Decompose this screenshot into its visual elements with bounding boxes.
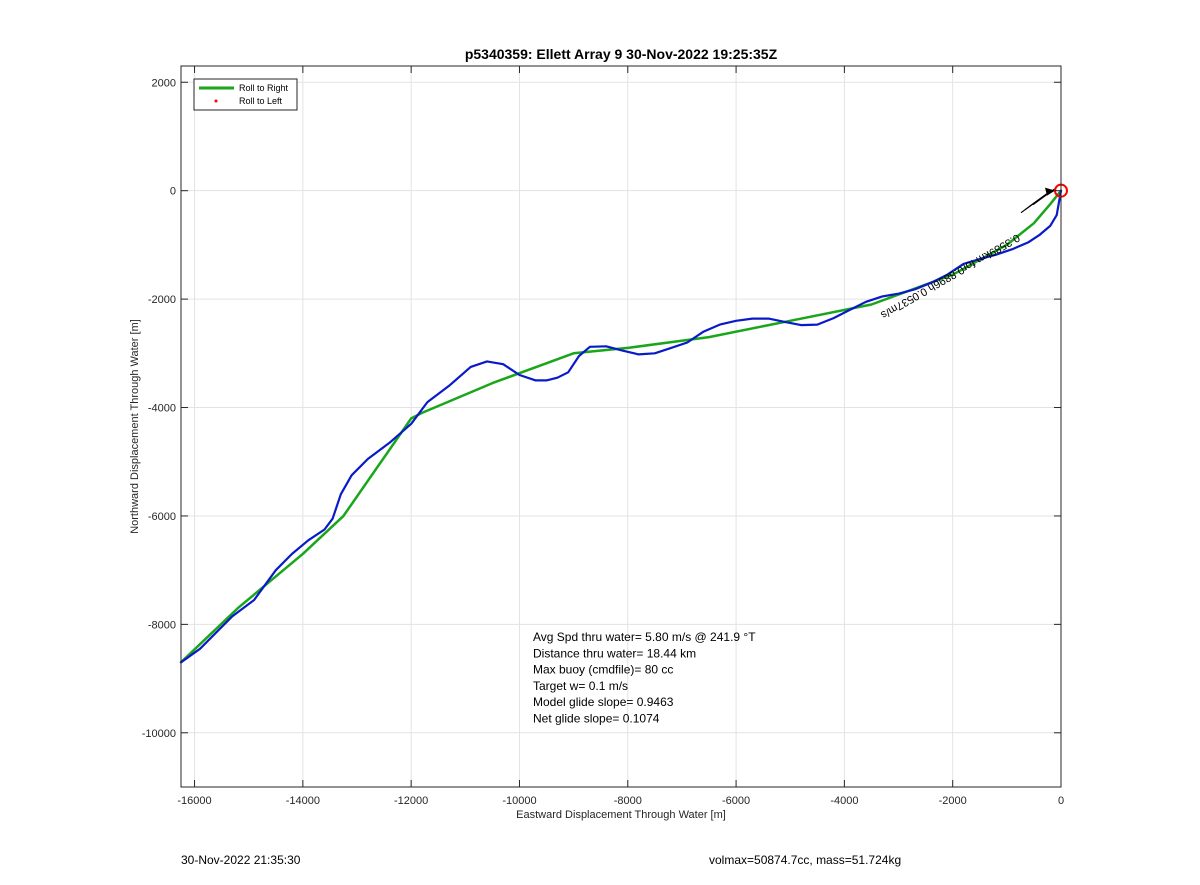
y-tick-label: 2000 (152, 77, 176, 89)
x-tick-label: -4000 (830, 795, 858, 807)
x-axis-label: Eastward Displacement Through Water [m] (516, 809, 726, 821)
legend-label-roll-left: Roll to Left (239, 96, 283, 106)
x-tick-label: -14000 (286, 795, 320, 807)
grid-lines (181, 66, 1062, 787)
y-tick-label: -10000 (142, 728, 176, 740)
chart-title: p5340359: Ellett Array 9 30-Nov-2022 19:… (465, 46, 778, 62)
axis-ticks: -16000 -14000 -12000 -10000 -8000 -6000 -4000 -… (142, 66, 1064, 807)
current-vector-arrowhead (1045, 187, 1055, 196)
y-tick-label: -2000 (148, 294, 176, 306)
y-tick-label: -8000 (148, 619, 176, 631)
stats-annotation-line: Max buoy (cmdfile)= 80 cc (533, 663, 673, 677)
footer-timestamp: 30-Nov-2022 21:35:30 (181, 853, 301, 867)
legend-swatch-roll-left (214, 99, 218, 103)
x-tick-label: -10000 (502, 795, 536, 807)
stats-annotations: Avg Spd thru water= 5.80 m/s @ 241.9 °T D… (533, 630, 756, 726)
y-tick-label: -4000 (148, 403, 176, 415)
x-tick-label: -16000 (177, 795, 211, 807)
dive-path-track (179, 189, 1063, 664)
legend: Roll to Right Roll to Left (193, 78, 298, 111)
stats-annotation-line: Target w= 0.1 m/s (533, 679, 628, 693)
stats-annotation-line: Distance thru water= 18.44 km (533, 646, 696, 660)
stats-annotation-line: Net glide slope= 0.1074 (533, 712, 660, 726)
x-tick-label: -6000 (722, 795, 750, 807)
stats-annotation-line: Avg Spd thru water= 5.80 m/s @ 241.9 °T (533, 630, 756, 644)
current-vector-arrow (1020, 196, 1044, 214)
x-tick-label: -12000 (394, 795, 428, 807)
roll-right-track (179, 189, 1063, 664)
series-layer (179, 183, 1068, 664)
plot-area (181, 66, 1061, 787)
y-tick-label: 0 (170, 186, 176, 198)
y-axis-label: Northward Displacement Through Water [m] (129, 319, 141, 534)
stats-annotation-line: Model glide slope= 0.9463 (533, 695, 674, 709)
y-tick-label: -6000 (148, 511, 176, 523)
footer-volmax-mass: volmax=50874.7cc, mass=51.724kg (709, 853, 901, 867)
x-tick-label: 0 (1058, 795, 1064, 807)
x-tick-label: -8000 (614, 795, 642, 807)
legend-box (193, 78, 298, 111)
x-tick-label: -2000 (939, 795, 967, 807)
legend-label-roll-right: Roll to Right (239, 83, 289, 93)
plot-frame (180, 65, 1062, 788)
